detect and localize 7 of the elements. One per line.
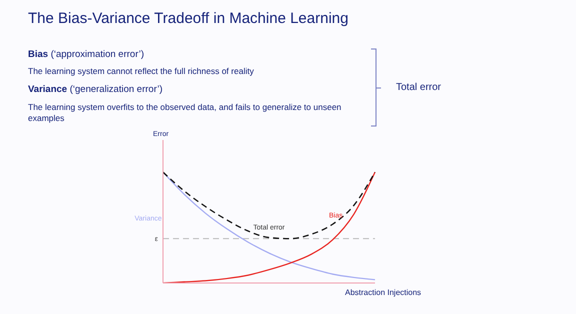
text: Bias (‘approximation error’) [28,49,144,60]
text: Total error [396,82,442,93]
chart-title: The Bias-Variance Tradeoff in Machine Learning [28,10,348,27]
x-axis-title: Abstraction Injections [345,288,422,297]
text: The learning system cannot reflect the full richness of reality [28,66,254,76]
text: The learning system overfits to the observed data, and fails to generalize to unseen examples [28,102,342,124]
text: Variance (‘generalization error’) [28,84,162,95]
